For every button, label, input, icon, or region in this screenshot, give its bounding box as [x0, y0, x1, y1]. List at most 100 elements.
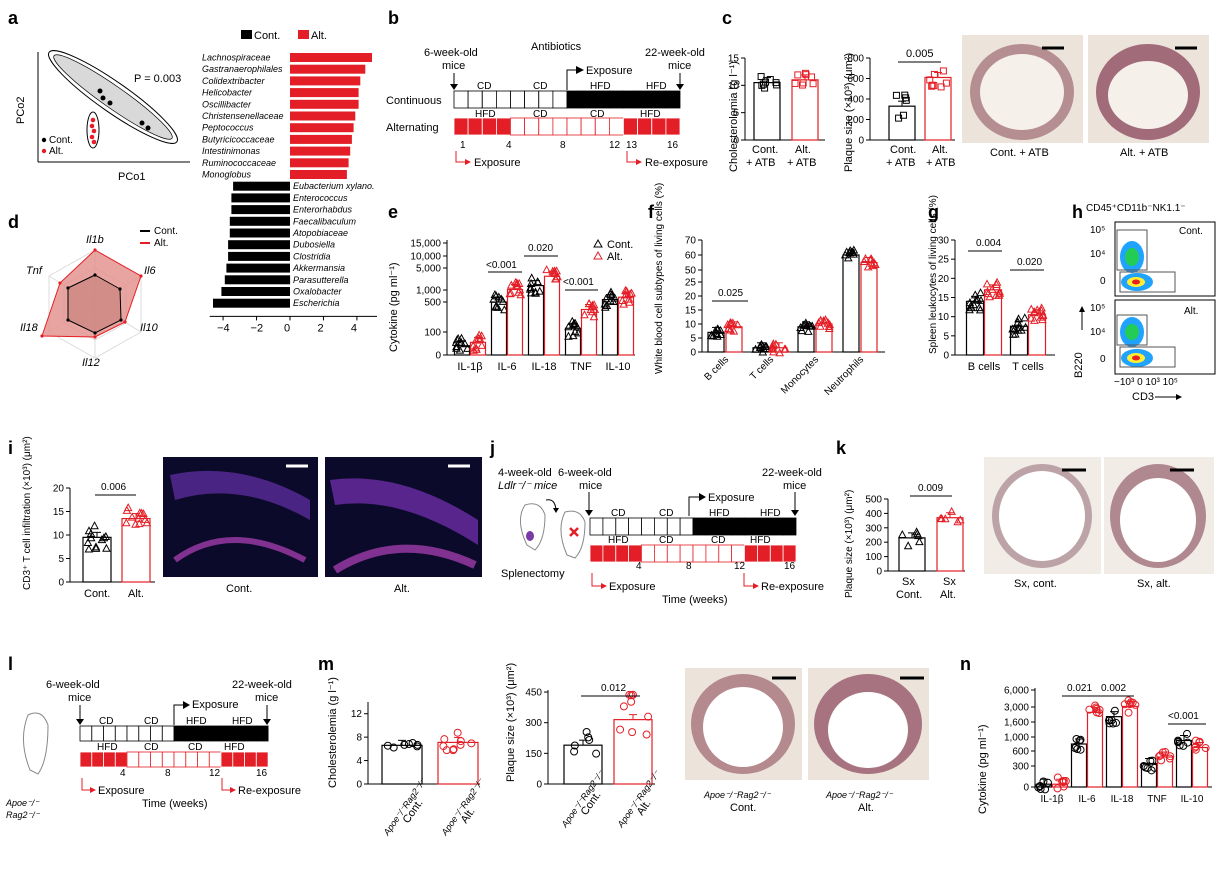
data-point: [847, 247, 857, 256]
data-point: [477, 340, 487, 349]
y-tick-label: 70: [685, 236, 697, 247]
data-point: [868, 261, 877, 270]
bar: [121, 517, 151, 583]
pcoa-legend-cont: Cont.: [49, 135, 73, 146]
y-tick-label: 0: [876, 567, 882, 578]
y-tick-label: 100: [424, 328, 441, 339]
e-category: IL-6: [498, 361, 517, 373]
timeline-cell: [589, 544, 604, 563]
data-point: [825, 320, 835, 329]
y-tick-label: 1,000: [1004, 733, 1029, 744]
tl-hfd1: HFD: [186, 716, 207, 727]
timeline-cell: [208, 751, 222, 768]
timeline-cell: [744, 517, 758, 536]
chart-k-plaque: 0 100 200 300 400 500: [865, 495, 965, 578]
tl-end2: mice: [255, 692, 278, 704]
tj-cd3: CD: [659, 535, 673, 546]
data-point: [140, 514, 150, 523]
panel-label-h: h: [1072, 202, 1083, 222]
y-tick-label: 12: [351, 709, 363, 720]
panel-label-l: l: [8, 654, 13, 674]
data-point: [825, 323, 834, 333]
data-point: [1037, 303, 1046, 312]
data-point: [771, 339, 781, 348]
data-point: [589, 312, 599, 321]
data-point: [619, 702, 628, 711]
data-point: [768, 343, 778, 352]
data-point: [83, 538, 93, 547]
chart-n-cytokines: 0 300 600 1,000 1,600 3,000 6,000 IL-1β IL-6 IL-1…: [1004, 686, 1212, 805]
tj-start: 4-week-old: [498, 467, 552, 479]
data-point: [985, 292, 995, 301]
bar: [898, 537, 926, 572]
data-point: [474, 330, 484, 339]
tb-w13: 13: [626, 140, 638, 151]
data-point: [453, 334, 463, 343]
lefse-bar: [290, 88, 359, 98]
y-tick-label: 200: [847, 115, 864, 126]
y-tick-label: 450: [525, 688, 542, 699]
timeline-cell: [91, 751, 105, 768]
data-point: [570, 747, 579, 756]
timeline-cell: [651, 90, 667, 109]
data-point: [912, 527, 921, 536]
data-point: [1036, 782, 1045, 791]
y-tick-label: 15: [728, 54, 740, 65]
data-point: [1165, 754, 1174, 763]
tl-geno1: Apoe⁻/⁻: [5, 798, 40, 808]
data-point: [816, 315, 826, 324]
timeline-cell: [615, 517, 630, 536]
timeline-cell: [161, 725, 175, 742]
g-category: T cells: [1012, 361, 1044, 373]
tj-hfd2: HFD: [760, 508, 781, 519]
lefse-label: Faecalibaculum: [293, 216, 357, 226]
chart-m-cholesterol: 0 4 8 12: [351, 702, 480, 791]
data-point: [953, 517, 963, 526]
y-tick-label: 0: [356, 780, 362, 791]
data-point: [987, 284, 997, 293]
data-point: [939, 67, 947, 75]
y-tick-label: 0: [690, 348, 696, 359]
timeline-cell: [552, 90, 568, 109]
data-point: [514, 287, 523, 296]
timeline-cell: [623, 90, 639, 109]
tj-w12: 12: [734, 561, 746, 572]
data-point: [903, 541, 913, 550]
timeline-cell: [197, 725, 210, 742]
y-tick-label: 5: [58, 554, 64, 565]
k-c1a: Sx: [902, 576, 915, 588]
y-tick-label: 1,600: [1004, 718, 1029, 729]
timeline-cell: [255, 751, 269, 768]
bar: [1175, 739, 1193, 788]
timeline-cell: [538, 117, 554, 136]
timeline-cell: [103, 751, 116, 768]
timeline-cell: [666, 517, 681, 536]
g-ylab: Spleen leukocytes of living cells (%): [928, 195, 939, 354]
pcoa-y-label: PCo2: [15, 96, 27, 124]
data-point: [937, 513, 947, 522]
data-point: [861, 253, 870, 262]
y-tick-label: 6,000: [1004, 686, 1029, 697]
timeline-cell: [185, 725, 199, 742]
g-category: B cells: [968, 361, 1001, 373]
lefse-label: Gastranaerophilales: [202, 64, 283, 74]
lefse-label: Christensenellaceae: [202, 111, 284, 121]
panel-label-j: j: [489, 438, 495, 458]
data-point: [845, 246, 855, 255]
i-ylab: CD3⁺ T cell infiltration (×10³) (μm²): [22, 436, 33, 590]
tj-ldlr: Ldlr⁻/⁻ mice: [498, 480, 557, 492]
k-ylab: Plaque size (×10³) (μm²): [844, 490, 855, 598]
panel-label-d: d: [8, 212, 19, 232]
y-tick-label: 15: [685, 306, 697, 317]
data-point: [915, 537, 924, 546]
panel-label-i: i: [8, 438, 13, 458]
chart-c-cholesterol: 0 5 10 15: [728, 54, 825, 147]
tb-reexposure: Re-exposure: [645, 157, 708, 169]
tb-w16: 16: [667, 140, 679, 151]
data-point: [799, 81, 807, 89]
m-ylab1: Cholesterolemia (g l⁻¹): [327, 677, 339, 788]
data-point: [902, 96, 910, 104]
lefse-bar: [290, 123, 354, 133]
lefse-bar: [290, 99, 359, 109]
